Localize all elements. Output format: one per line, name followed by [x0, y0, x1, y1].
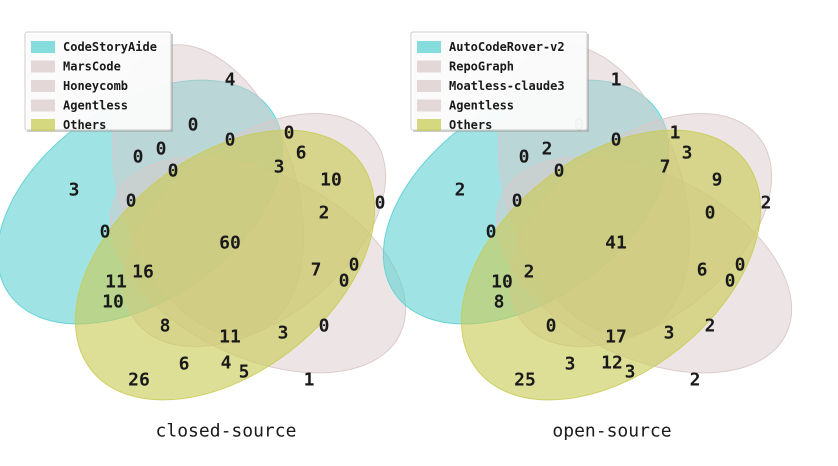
region-value: 10 — [320, 170, 342, 191]
region-value: 2 — [705, 316, 716, 337]
legend-label: CodeStoryAide — [63, 40, 157, 54]
region-value: 12 — [601, 353, 623, 374]
region-value: 0 — [188, 115, 199, 136]
legend-label: Agentless — [63, 99, 128, 113]
region-value: 9 — [712, 170, 723, 191]
region-value: 8 — [160, 316, 171, 337]
region-value: 4 — [221, 353, 232, 374]
region-value: 3 — [274, 157, 285, 178]
legend-swatch — [31, 119, 55, 131]
region-value: 2 — [319, 203, 330, 224]
legend-box — [410, 31, 588, 131]
region-value: 2 — [690, 370, 701, 391]
region-value: 17 — [605, 327, 627, 348]
region-value: 7 — [660, 157, 671, 178]
region-value: 2 — [524, 262, 535, 283]
region-value: 26 — [128, 370, 150, 391]
legend-label: Agentless — [449, 99, 514, 113]
region-value: 4 — [225, 70, 236, 91]
legend-label: MarsCode — [63, 60, 121, 74]
region-value: 5 — [239, 362, 250, 383]
legend-label: Moatless-claude3 — [449, 79, 565, 93]
region-value: 6 — [179, 354, 190, 375]
region-value: 41 — [605, 233, 627, 254]
region-value: 11 — [219, 327, 241, 348]
region-value: 0 — [519, 147, 530, 168]
region-value: 2 — [455, 180, 466, 201]
region-value: 0 — [100, 222, 111, 243]
region-value: 3 — [625, 362, 636, 383]
venn-open-source: 122225010200003790600411028017323123Auto… — [382, 31, 793, 442]
region-value: 0 — [611, 130, 622, 151]
region-value: 3 — [278, 323, 289, 344]
region-value: 10 — [102, 292, 124, 313]
legend-swatch — [31, 80, 55, 92]
region-value: 0 — [554, 161, 565, 182]
region-value: 0 — [735, 255, 746, 276]
region-value: 0 — [546, 316, 557, 337]
region-value: 1 — [304, 370, 315, 391]
legend-swatch — [31, 41, 55, 53]
region-value: 0 — [225, 130, 236, 151]
region-value: 2 — [761, 193, 772, 214]
region-value: 0 — [705, 203, 716, 224]
region-value: 7 — [311, 260, 322, 281]
diagram-caption: open-source — [552, 421, 671, 442]
legend-swatch — [31, 99, 55, 112]
legend-swatch — [417, 119, 441, 131]
region-value: 3 — [565, 354, 576, 375]
legend-label: AutoCodeRover-v2 — [449, 40, 565, 54]
diagram-caption: closed-source — [156, 421, 297, 442]
legend-swatch — [31, 60, 55, 73]
region-value: 3 — [69, 180, 80, 201]
set-5-ellipse — [74, 129, 376, 401]
region-value: 0 — [486, 222, 497, 243]
region-value: 2 — [542, 139, 553, 160]
region-value: 0 — [512, 191, 523, 212]
legend-label: Honeycomb — [63, 79, 128, 93]
legend-swatch — [417, 60, 441, 73]
region-value: 0 — [375, 193, 386, 214]
legend-label: Others — [63, 118, 106, 132]
region-value: 25 — [514, 370, 536, 391]
region-value: 1 — [611, 70, 622, 91]
region-value: 0 — [284, 123, 295, 144]
region-value: 0 — [725, 271, 736, 292]
region-value: 0 — [126, 191, 137, 212]
set-5-ellipse — [460, 129, 762, 401]
region-value: 3 — [682, 143, 693, 164]
region-value: 0 — [168, 161, 179, 182]
region-value: 0 — [349, 255, 360, 276]
legend-label: RepoGraph — [449, 60, 514, 74]
region-value: 1 — [670, 123, 681, 144]
region-value: 8 — [494, 292, 505, 313]
region-value: 10 — [491, 272, 513, 293]
region-value: 0 — [339, 271, 350, 292]
legend-swatch — [417, 99, 441, 112]
region-value: 6 — [697, 260, 708, 281]
region-value: 0 — [319, 316, 330, 337]
region-value: 0 — [133, 147, 144, 168]
legend-swatch — [417, 41, 441, 53]
region-value: 60 — [219, 233, 241, 254]
region-value: 0 — [156, 139, 167, 160]
legend-box — [24, 31, 172, 131]
region-value: 6 — [296, 143, 307, 164]
region-value: 3 — [664, 323, 675, 344]
region-value: 11 — [105, 272, 127, 293]
legend-label: Others — [449, 118, 492, 132]
region-value: 16 — [132, 262, 154, 283]
legend-swatch — [417, 80, 441, 92]
